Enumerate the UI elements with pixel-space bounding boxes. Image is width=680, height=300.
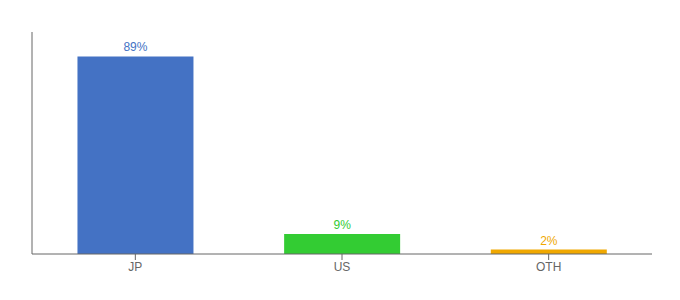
- svg-text:89%: 89%: [123, 40, 147, 54]
- svg-text:2%: 2%: [540, 234, 558, 248]
- svg-text:JP: JP: [128, 260, 142, 274]
- svg-text:OTH: OTH: [536, 260, 561, 274]
- svg-text:US: US: [334, 260, 351, 274]
- svg-text:9%: 9%: [333, 218, 351, 232]
